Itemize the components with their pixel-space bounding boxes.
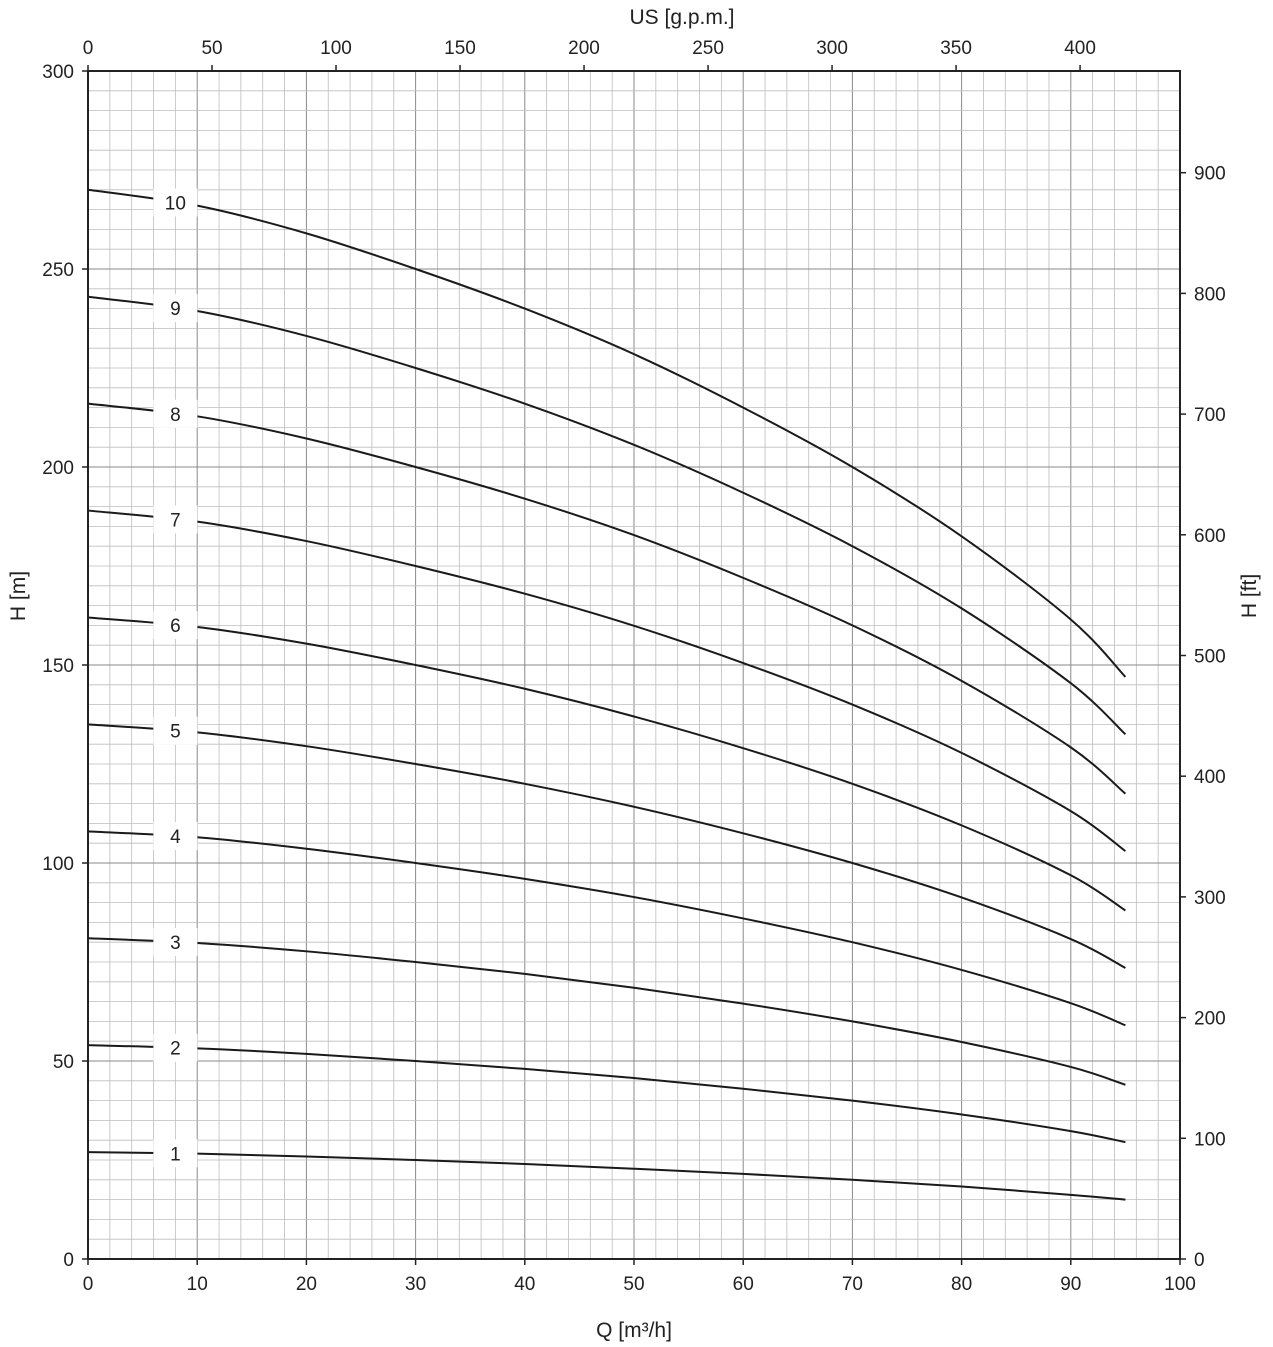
x2-axis-title: US [g.p.m.] — [629, 6, 734, 29]
curve-label-9: 9 — [170, 299, 181, 320]
x2-tick-label: 0 — [83, 38, 94, 59]
x-tick-label: 40 — [514, 1274, 535, 1295]
y2-tick-label: 200 — [1194, 1009, 1226, 1030]
curve-label-bg — [153, 399, 198, 428]
x-tick-label: 70 — [842, 1274, 863, 1295]
x2-tick-label: 200 — [568, 38, 600, 59]
curve-9 — [87, 295, 1127, 736]
x2-tick-label: 250 — [692, 38, 724, 59]
y2-axis-title: H [ft] — [1238, 574, 1261, 618]
y2-tick-label: 0 — [1194, 1250, 1205, 1271]
x-tick-label: 80 — [951, 1274, 972, 1295]
curve-label-8: 8 — [170, 405, 181, 426]
curve-label-10: 10 — [165, 193, 186, 214]
y2-tick-label: 800 — [1194, 284, 1226, 305]
curve-label-bg — [153, 928, 198, 957]
x-tick-label: 10 — [187, 1274, 208, 1295]
x2-tick-label: 100 — [320, 38, 352, 59]
y-tick-label: 50 — [53, 1052, 74, 1073]
x-tick-label: 90 — [1060, 1274, 1081, 1295]
x2-tick-label: 350 — [940, 38, 972, 59]
x2-tick-label: 300 — [816, 38, 848, 59]
x-tick-label: 60 — [733, 1274, 754, 1295]
y-tick-label: 250 — [42, 260, 74, 281]
y2-tick-label: 900 — [1194, 164, 1226, 185]
curve-5 — [87, 723, 1126, 969]
curve-4 — [87, 830, 1126, 1027]
curve-6 — [87, 616, 1126, 912]
curve-2 — [87, 1044, 1126, 1144]
curve-label-bg — [153, 294, 198, 323]
y2-tick-label: 100 — [1194, 1129, 1226, 1150]
curve-1 — [87, 1151, 1126, 1201]
curve-3 — [87, 937, 1126, 1086]
x-tick-label: 100 — [1164, 1274, 1196, 1295]
y-tick-label: 150 — [42, 656, 74, 677]
curve-label-1: 1 — [170, 1144, 181, 1165]
y-tick-label: 0 — [63, 1250, 74, 1271]
curve-10 — [87, 188, 1127, 678]
x-tick-label: 30 — [405, 1274, 426, 1295]
y-tick-label: 300 — [42, 62, 74, 83]
curve-label-bg — [153, 611, 198, 640]
curve-label-7: 7 — [170, 510, 181, 531]
curves — [87, 188, 1127, 1201]
curve-label-bg — [153, 505, 198, 534]
x2-tick-label: 50 — [201, 38, 222, 59]
x-tick-label: 0 — [83, 1274, 94, 1295]
curve-label-bg — [153, 1139, 198, 1168]
curve-label-5: 5 — [170, 722, 181, 743]
curve-label-3: 3 — [170, 933, 181, 954]
y2-tick-label: 300 — [1194, 888, 1226, 909]
curve-label-4: 4 — [170, 827, 181, 848]
curve-label-bg — [153, 716, 198, 745]
y2-tick-label: 400 — [1194, 767, 1226, 788]
curve-label-bg — [153, 1033, 198, 1062]
curve-labels: 1 2 3 4 5 6 7 8 9 10 — [153, 188, 198, 1168]
x-tick-label: 50 — [623, 1274, 644, 1295]
y2-tick-label: 500 — [1194, 646, 1226, 667]
y-tick-label: 200 — [42, 458, 74, 479]
tick-labels: 0 10 20 30 40 50 60 70 80 90 100050100150200250300… — [42, 38, 1225, 1295]
grid — [87, 70, 1181, 1260]
curve-label-bg — [153, 822, 198, 851]
x-axis-title: Q [m³/h] — [596, 1319, 672, 1342]
curve-label-bg — [153, 188, 198, 217]
axis-ticks — [82, 65, 1186, 1265]
x-tick-label: 20 — [296, 1274, 317, 1295]
y2-tick-label: 700 — [1194, 405, 1226, 426]
x2-tick-label: 400 — [1064, 38, 1096, 59]
y-tick-label: 100 — [42, 854, 74, 875]
y-axis-title: H [m] — [7, 571, 30, 621]
curve-8 — [87, 402, 1127, 795]
y2-tick-label: 600 — [1194, 526, 1226, 547]
x2-tick-label: 150 — [444, 38, 476, 59]
curve-label-2: 2 — [170, 1039, 181, 1060]
curve-7 — [87, 509, 1126, 852]
curve-label-6: 6 — [170, 616, 181, 637]
